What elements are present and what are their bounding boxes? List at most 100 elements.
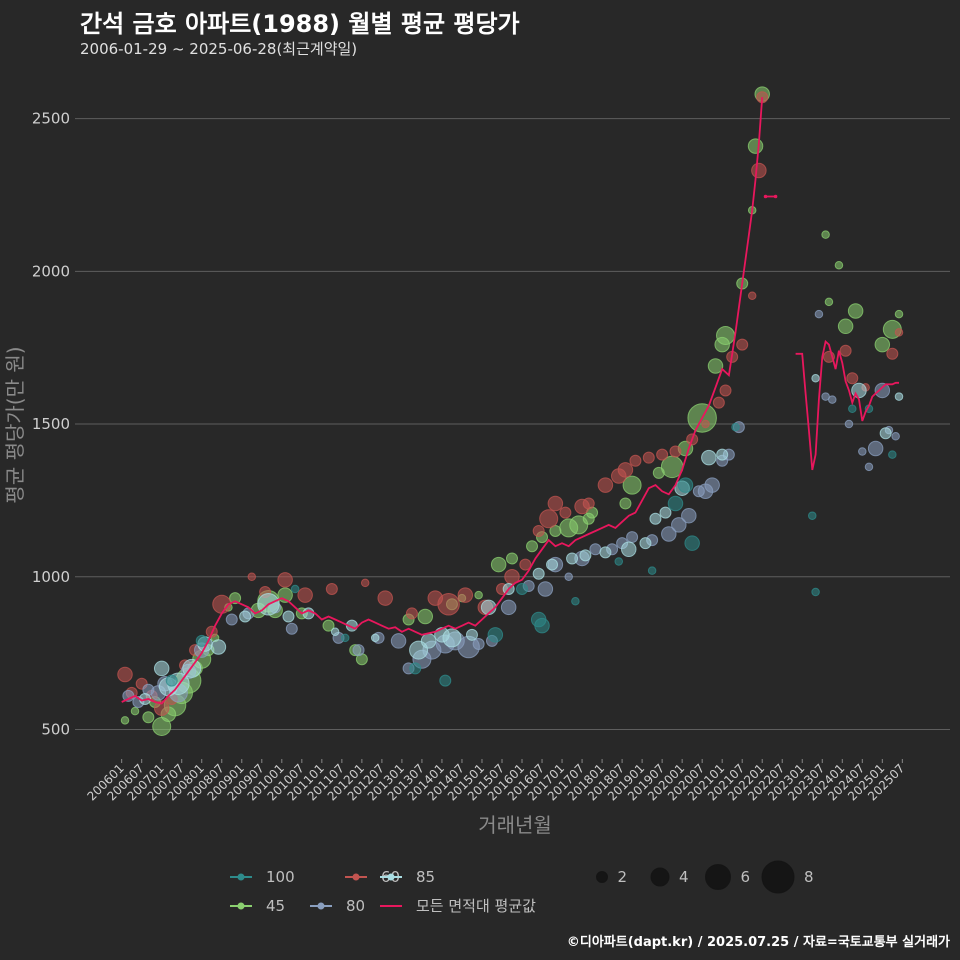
- point-45: [229, 592, 242, 605]
- y-tick-label: 2500: [32, 110, 70, 128]
- point-60: [642, 451, 655, 464]
- point-45: [506, 552, 518, 565]
- point-85: [153, 660, 170, 677]
- legend-label-100: 100: [266, 868, 295, 886]
- legend-marker-80: [317, 902, 325, 910]
- point-85: [566, 552, 579, 565]
- point-85: [811, 373, 820, 383]
- point-80: [828, 395, 837, 404]
- point-85: [894, 392, 904, 401]
- point-85: [210, 639, 227, 655]
- y-tick-label: 1500: [32, 415, 70, 433]
- point-45: [142, 711, 155, 724]
- point-100: [731, 422, 740, 432]
- point-60: [894, 328, 904, 337]
- size-legend-circle: [650, 867, 670, 887]
- point-60: [617, 462, 634, 478]
- point-45: [707, 358, 724, 374]
- x-axis-label: 거래년월: [478, 813, 552, 837]
- size-legend-label: 8: [804, 868, 814, 886]
- y-tick-label: 1000: [32, 568, 70, 586]
- point-100: [614, 557, 624, 566]
- point-60: [297, 587, 313, 603]
- point-45: [834, 260, 844, 270]
- point-100: [195, 634, 208, 647]
- point-60: [360, 578, 370, 588]
- point-85: [420, 633, 437, 649]
- point-60: [153, 700, 170, 716]
- point-100: [677, 477, 694, 493]
- scatter-points: [117, 86, 904, 736]
- point-60: [559, 506, 572, 519]
- point-45: [417, 608, 434, 625]
- size-legend-circle: [761, 860, 795, 894]
- point-45: [526, 540, 539, 553]
- average-line: [121, 97, 899, 705]
- point-80: [864, 462, 874, 472]
- y-tick-label: 2000: [32, 262, 70, 280]
- point-100: [439, 674, 452, 687]
- point-85: [659, 506, 672, 519]
- size-legend-circle: [705, 864, 731, 890]
- point-85: [599, 546, 612, 559]
- point-100: [888, 450, 897, 459]
- point-45: [894, 309, 904, 319]
- point-80: [390, 633, 407, 649]
- point-80: [661, 526, 677, 542]
- point-80: [225, 613, 238, 626]
- point-45: [490, 556, 507, 573]
- point-60: [325, 583, 338, 595]
- point-100: [534, 617, 550, 634]
- point-60: [519, 558, 532, 571]
- point-60: [539, 509, 559, 529]
- point-45: [874, 336, 891, 353]
- point-80: [867, 440, 884, 457]
- chart-subtitle: 2006-01-29 ~ 2025-06-28(최근계약일): [80, 40, 358, 58]
- point-85: [239, 610, 252, 623]
- point-85: [442, 628, 462, 648]
- point-45: [474, 590, 483, 600]
- point-60: [247, 572, 257, 582]
- point-60: [457, 587, 474, 603]
- point-60: [117, 666, 133, 683]
- point-100: [340, 633, 350, 643]
- point-80: [626, 531, 639, 544]
- point-100: [165, 674, 178, 687]
- point-60: [597, 477, 614, 493]
- point-60: [886, 347, 899, 360]
- point-45: [747, 138, 764, 154]
- legend: 10060854580모든 면적대 평균값: [230, 868, 536, 915]
- point-60: [747, 291, 757, 301]
- point-60: [532, 524, 545, 537]
- point-80: [874, 382, 891, 399]
- chart-title: 간석 금호 아파트(1988) 월별 평균 평당가: [80, 10, 520, 38]
- point-100: [808, 511, 817, 520]
- point-100: [848, 404, 857, 414]
- point-80: [500, 599, 517, 616]
- point-100: [684, 535, 700, 551]
- point-60: [846, 372, 859, 385]
- point-45: [837, 318, 854, 335]
- point-80: [537, 581, 554, 597]
- avg-line-segment: [121, 97, 764, 705]
- avg-line-point: [763, 194, 768, 199]
- point-60: [701, 419, 710, 429]
- point-85: [701, 449, 717, 466]
- point-85: [621, 541, 637, 558]
- point-60: [736, 338, 749, 351]
- point-100: [667, 495, 684, 512]
- point-85: [465, 628, 478, 641]
- point-45: [847, 303, 864, 319]
- point-45: [716, 325, 736, 345]
- point-45: [821, 230, 830, 239]
- point-60: [712, 396, 725, 409]
- point-100: [811, 587, 820, 597]
- point-80: [472, 637, 485, 650]
- point-60: [582, 497, 595, 510]
- point-100: [516, 583, 529, 595]
- y-tick-label: 500: [41, 721, 70, 739]
- point-80: [704, 477, 720, 493]
- point-60: [437, 593, 460, 616]
- y-axis-ticks: 500 1000 1500 2000 2500: [32, 110, 70, 739]
